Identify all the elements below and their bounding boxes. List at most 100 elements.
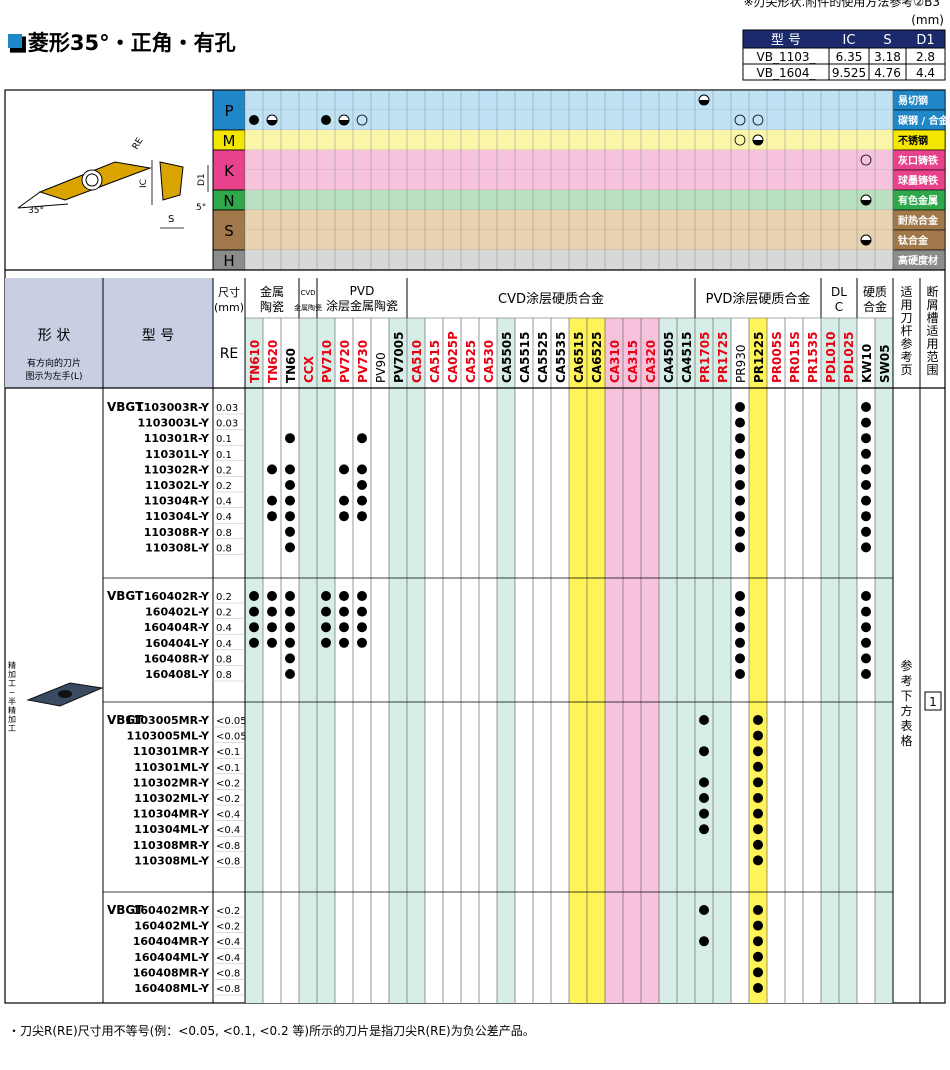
material-code-n: N	[223, 192, 234, 210]
recommended-dot	[267, 637, 277, 648]
recommended-dot	[357, 480, 367, 490]
group-header-2: PVD	[350, 284, 375, 298]
recommended-dot	[249, 637, 259, 648]
re-value: 0.8	[216, 543, 232, 554]
recommended-dot	[753, 746, 763, 757]
recommended-dot	[285, 480, 295, 490]
model-code: 110302ML-Y	[134, 792, 210, 805]
grade-ca025p: CA025P	[446, 331, 460, 383]
model-code: 110308R-Y	[144, 526, 210, 539]
holder-ref-char: 参	[900, 658, 912, 673]
material-code-s: S	[224, 222, 234, 240]
recommended-dot	[753, 967, 763, 978]
re-value: <0.4	[216, 810, 240, 821]
application-char: 工	[8, 679, 16, 688]
material-code-p: P	[224, 102, 233, 120]
recommended-dot	[735, 622, 745, 633]
dim-table-border	[742, 29, 946, 81]
material-name: 有色金属	[898, 194, 938, 207]
grade-column-bg	[551, 318, 569, 1003]
insert-photo-hole	[58, 690, 72, 698]
grade-pv710: PV710	[320, 340, 334, 383]
grade-pr930: PR930	[734, 345, 748, 383]
recommended-dot	[339, 511, 349, 522]
application-char: 半	[8, 696, 16, 706]
re-value: <0.2	[216, 778, 240, 789]
recommended-dot	[267, 495, 277, 506]
group-header-5-b: C	[835, 300, 843, 314]
holder-header-char: 适	[900, 285, 912, 299]
material-name: 高硬度材	[898, 254, 938, 267]
grade-column-bg	[803, 318, 821, 1003]
recommended-dot	[267, 606, 277, 617]
grade-ca5535: CA5535	[554, 332, 568, 384]
recommended-dot	[285, 653, 295, 664]
recommended-dot	[699, 905, 709, 915]
grade-sw05: SW05	[878, 344, 892, 383]
material-name: 钛合金	[898, 234, 929, 247]
re-value: 0.2	[216, 608, 232, 619]
application-char: 加	[8, 669, 16, 679]
dim-table-cell: 6.35	[836, 50, 863, 64]
recommended-dot	[267, 622, 277, 633]
re-value: 0.4	[216, 497, 232, 508]
suitability-icon	[249, 115, 259, 125]
group-header-0: 金属	[260, 284, 284, 299]
model-prefix: VBGT	[107, 589, 144, 603]
suitability-icon	[356, 114, 368, 126]
footnote: ・刀尖R(RE)尺寸用不等号(例：<0.05, <0.1, <0.2 等)所示的…	[8, 1023, 535, 1038]
recommended-dot	[735, 433, 745, 444]
holder-ref-char: 表	[900, 719, 912, 733]
material-name: 碳钢 / 合金钢	[898, 114, 950, 127]
recommended-dot	[735, 653, 745, 664]
holder-header-char: 考	[900, 350, 912, 364]
recommended-dot	[753, 983, 763, 993]
grade-column-bg	[443, 318, 461, 1003]
recommended-dot	[735, 448, 745, 459]
model-code: 1103003R-Y	[136, 401, 210, 414]
re-value: <0.4	[216, 953, 240, 964]
recommended-dot	[285, 591, 295, 601]
recommended-dot	[339, 606, 349, 617]
recommended-dot	[861, 402, 871, 412]
model-header-bg	[103, 278, 213, 388]
recommended-dot	[267, 591, 277, 601]
recommended-dot	[735, 637, 745, 648]
insert-diagram: 35° RE IC D1 5° S	[17, 136, 209, 229]
model-code: 110308L-Y	[145, 541, 210, 554]
recommended-dot	[735, 402, 745, 412]
suitability-icon-fill	[753, 140, 763, 145]
shape-header-bg	[5, 278, 103, 388]
chipbreaker-header-char: 范	[926, 350, 938, 364]
dim-table-cell: 4.76	[874, 66, 901, 80]
top-note: ※刃尖形状.附件的使用方法参考②B3	[744, 0, 941, 9]
material-code-h: H	[223, 252, 234, 270]
recommended-dot	[753, 808, 763, 819]
model-code: 160402MR-Y	[133, 904, 210, 917]
grade-pr1725: PR1725	[716, 332, 730, 383]
grade-pdl010: PDL010	[824, 332, 838, 383]
model-code: 160404ML-Y	[134, 951, 210, 964]
model-code: 160404L-Y	[145, 637, 210, 650]
model-code: 110302MR-Y	[133, 776, 210, 789]
grade-column-bg	[875, 318, 893, 1003]
recommended-dot	[339, 495, 349, 506]
grade-column-bg	[461, 318, 479, 1003]
recommended-dot	[285, 606, 295, 617]
recommended-dot	[861, 480, 871, 490]
recommended-dot	[699, 777, 709, 788]
grade-ca6525: CA6525	[590, 332, 604, 384]
grade-column-bg	[479, 318, 497, 1003]
re-value: 0.4	[216, 623, 232, 634]
recommended-dot	[753, 761, 763, 772]
recommended-dot	[753, 839, 763, 850]
grade-pv90: PV90	[374, 352, 388, 383]
holder-header-char: 用	[900, 298, 912, 312]
recommended-dot	[321, 591, 331, 601]
chipbreaker-header-char: 断	[926, 284, 938, 299]
grade-column-bg	[371, 318, 389, 1003]
grade-ca310: CA310	[608, 340, 622, 383]
recommended-dot	[861, 591, 871, 601]
re-value: <0.2	[216, 794, 240, 805]
re-value: <0.05	[216, 716, 247, 727]
